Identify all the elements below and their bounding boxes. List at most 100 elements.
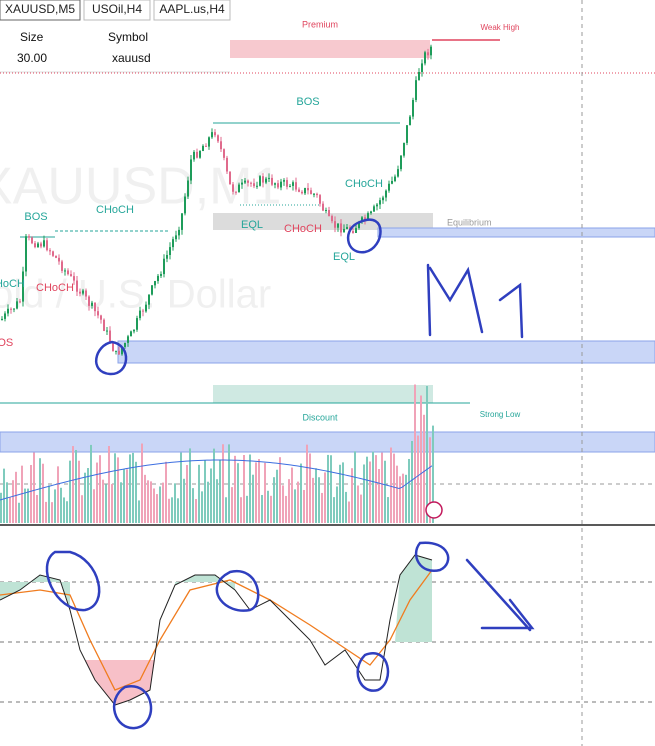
candle bbox=[313, 193, 315, 195]
lightning-icon[interactable] bbox=[425, 501, 443, 519]
volume-bar bbox=[312, 477, 314, 523]
volume-bar bbox=[414, 384, 416, 523]
blue-zone bbox=[117, 340, 655, 364]
candle bbox=[406, 125, 408, 143]
discount-label: Discount bbox=[302, 412, 338, 422]
table-header: Symbol bbox=[108, 30, 148, 44]
candle bbox=[163, 258, 165, 275]
candle bbox=[91, 302, 93, 306]
volume-bar bbox=[342, 462, 344, 523]
candle bbox=[157, 275, 159, 282]
volume-bar bbox=[141, 443, 143, 523]
tab-active[interactable] bbox=[0, 0, 81, 21]
candle bbox=[67, 270, 69, 275]
volume-bar bbox=[69, 460, 71, 523]
candle bbox=[106, 330, 108, 332]
candle bbox=[343, 228, 345, 233]
candle bbox=[169, 247, 171, 255]
volume-bar bbox=[234, 455, 236, 523]
volume-bar bbox=[93, 489, 95, 523]
candle bbox=[37, 243, 39, 248]
volume-bar bbox=[162, 482, 164, 523]
equilibrium-label: Equilibrium bbox=[447, 217, 492, 227]
tab[interactable]: XAUUSD,M5 bbox=[5, 2, 75, 16]
tab-box[interactable] bbox=[83, 0, 151, 21]
premium-zone bbox=[230, 40, 430, 58]
candle bbox=[337, 223, 339, 228]
volume-bar bbox=[63, 497, 65, 523]
candle bbox=[181, 213, 183, 230]
volume-bar bbox=[261, 494, 263, 523]
volume-bar bbox=[255, 462, 257, 523]
candle bbox=[412, 99, 414, 117]
volume-bar bbox=[426, 385, 428, 523]
tab[interactable]: USOil,H4 bbox=[92, 2, 142, 16]
volume-bar bbox=[378, 469, 380, 523]
candle bbox=[211, 132, 213, 138]
volume-bar bbox=[351, 468, 353, 523]
candle bbox=[70, 274, 72, 277]
volume-bar bbox=[48, 485, 50, 523]
volume-bar bbox=[288, 479, 290, 523]
structure-label: CHoCH bbox=[284, 223, 322, 235]
volume-bar bbox=[126, 469, 128, 523]
candle bbox=[46, 240, 48, 251]
volume-bar bbox=[417, 435, 419, 523]
volume-bar bbox=[144, 474, 146, 523]
candle bbox=[76, 280, 78, 292]
annotations bbox=[45, 218, 535, 730]
watermark-description: Gold / U.S. Dollar bbox=[0, 273, 271, 317]
candle bbox=[268, 177, 270, 179]
osc-line bbox=[0, 554, 433, 706]
osc-fill-up bbox=[395, 555, 432, 642]
volume-bar bbox=[66, 501, 68, 523]
volume-bar bbox=[72, 446, 74, 523]
volume-bar bbox=[297, 481, 299, 523]
volume-bar bbox=[3, 468, 5, 523]
candle bbox=[262, 176, 264, 183]
strong-low-label: Strong Low bbox=[480, 410, 521, 419]
volume-bar bbox=[21, 465, 23, 523]
volume-bar bbox=[327, 454, 329, 523]
candle bbox=[13, 308, 15, 310]
volume-bar bbox=[291, 467, 293, 523]
osc-fill-up bbox=[0, 575, 70, 610]
candle bbox=[382, 197, 384, 201]
candle bbox=[175, 235, 177, 240]
candle bbox=[217, 135, 219, 142]
volume-bar bbox=[372, 451, 374, 523]
candle bbox=[154, 281, 156, 286]
candle bbox=[202, 145, 204, 151]
volume-bar bbox=[156, 494, 158, 523]
candle bbox=[4, 313, 6, 319]
candle bbox=[364, 217, 366, 220]
volume-bar bbox=[228, 444, 230, 523]
volume-bar bbox=[102, 479, 104, 523]
candle bbox=[220, 141, 222, 150]
candle bbox=[379, 200, 381, 205]
candle bbox=[418, 72, 420, 81]
candle bbox=[271, 177, 273, 185]
candle bbox=[367, 213, 369, 220]
volume-bar bbox=[423, 414, 425, 523]
candle bbox=[352, 231, 354, 233]
candle bbox=[118, 350, 120, 355]
tab[interactable]: AAPL.us,H4 bbox=[159, 2, 225, 16]
candle bbox=[184, 196, 186, 214]
candle bbox=[124, 342, 126, 347]
volume-bar bbox=[318, 477, 320, 523]
candle bbox=[100, 315, 102, 320]
volume-bar bbox=[387, 497, 389, 523]
volume-bar bbox=[27, 488, 29, 523]
candle bbox=[166, 254, 168, 259]
volume-bar bbox=[159, 486, 161, 523]
volume-bar bbox=[330, 455, 332, 523]
candle bbox=[226, 157, 228, 172]
volume-ma bbox=[0, 459, 433, 501]
candle bbox=[394, 176, 396, 182]
candle bbox=[325, 210, 327, 212]
candle bbox=[1, 318, 3, 320]
volume-bar bbox=[357, 485, 359, 523]
tab-box[interactable] bbox=[153, 0, 231, 21]
candle bbox=[73, 276, 75, 281]
